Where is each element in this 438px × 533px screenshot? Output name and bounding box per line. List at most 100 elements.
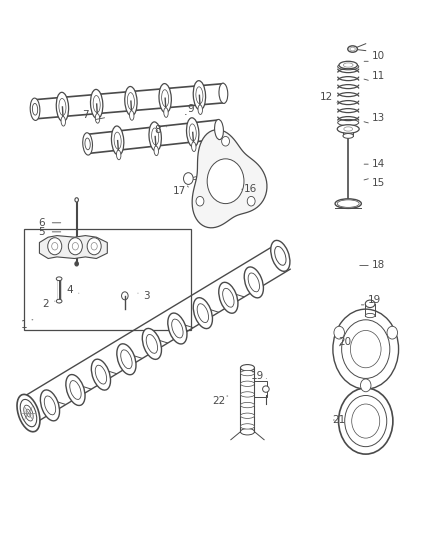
Text: 16: 16 [244,184,257,194]
Ellipse shape [248,273,259,292]
Circle shape [342,320,390,378]
Ellipse shape [343,134,353,139]
Ellipse shape [262,386,269,392]
Ellipse shape [85,138,90,150]
Text: 1: 1 [21,320,28,330]
Ellipse shape [197,304,208,322]
Circle shape [207,159,244,204]
Ellipse shape [240,365,254,371]
Circle shape [48,238,62,255]
Circle shape [345,395,387,447]
Ellipse shape [83,133,92,155]
Ellipse shape [117,150,121,160]
Circle shape [87,238,101,255]
Ellipse shape [95,114,100,123]
Ellipse shape [66,375,85,406]
Ellipse shape [168,313,187,344]
Ellipse shape [56,300,62,303]
Ellipse shape [17,394,40,432]
Ellipse shape [193,80,205,110]
Circle shape [334,326,344,339]
Ellipse shape [240,413,254,418]
Ellipse shape [240,402,254,408]
Text: 7: 7 [82,110,89,119]
Ellipse shape [92,359,110,390]
Ellipse shape [335,199,361,208]
Ellipse shape [40,390,60,421]
Ellipse shape [172,319,183,338]
Text: 20: 20 [339,337,352,347]
Ellipse shape [75,198,78,202]
Ellipse shape [30,98,40,120]
Ellipse shape [26,409,31,417]
Ellipse shape [339,61,357,69]
Ellipse shape [240,429,254,435]
Ellipse shape [20,399,37,427]
Ellipse shape [95,365,106,384]
Ellipse shape [154,146,159,156]
Ellipse shape [350,47,355,51]
Text: 14: 14 [372,159,385,169]
Ellipse shape [343,63,353,67]
Text: 19: 19 [368,295,381,304]
Ellipse shape [244,267,263,298]
Ellipse shape [271,240,290,271]
Circle shape [247,196,255,206]
Ellipse shape [75,262,78,266]
Ellipse shape [114,132,121,149]
Ellipse shape [159,84,171,113]
Ellipse shape [91,90,103,119]
Text: 10: 10 [372,51,385,61]
Text: 11: 11 [372,71,385,80]
Ellipse shape [337,200,359,207]
Ellipse shape [59,99,66,116]
Circle shape [196,196,204,206]
Ellipse shape [56,277,62,280]
Ellipse shape [215,119,223,140]
Ellipse shape [32,103,38,115]
Circle shape [72,243,78,250]
Ellipse shape [61,117,65,126]
Ellipse shape [365,300,375,308]
Ellipse shape [338,63,359,70]
Circle shape [387,326,398,339]
Text: 18: 18 [372,261,385,270]
Ellipse shape [240,381,254,386]
Circle shape [339,388,393,454]
Polygon shape [39,236,107,259]
Ellipse shape [121,292,128,300]
Ellipse shape [164,108,168,117]
Circle shape [333,309,399,389]
Text: 8: 8 [154,125,161,134]
Bar [24,229,191,330]
Circle shape [68,238,82,255]
Text: 3: 3 [143,291,150,301]
Text: 9: 9 [187,104,194,114]
Ellipse shape [337,125,359,133]
Ellipse shape [219,282,238,313]
Text: 15: 15 [372,179,385,188]
Circle shape [184,173,193,184]
Ellipse shape [193,297,212,329]
Ellipse shape [117,344,136,375]
Ellipse shape [365,313,375,318]
Circle shape [352,404,380,438]
Ellipse shape [142,328,162,359]
Circle shape [91,243,97,250]
Circle shape [222,136,230,146]
Text: 13: 13 [372,114,385,123]
Text: 2: 2 [42,299,49,309]
Ellipse shape [24,405,33,421]
Circle shape [52,243,58,250]
Ellipse shape [130,111,134,120]
Ellipse shape [344,127,353,131]
Ellipse shape [223,288,234,307]
Text: 12: 12 [320,92,333,102]
Ellipse shape [196,87,203,104]
Text: 5: 5 [38,227,45,237]
Ellipse shape [127,93,134,110]
Ellipse shape [146,334,158,353]
Ellipse shape [56,92,69,122]
Text: 17: 17 [173,187,186,196]
Ellipse shape [338,119,359,126]
